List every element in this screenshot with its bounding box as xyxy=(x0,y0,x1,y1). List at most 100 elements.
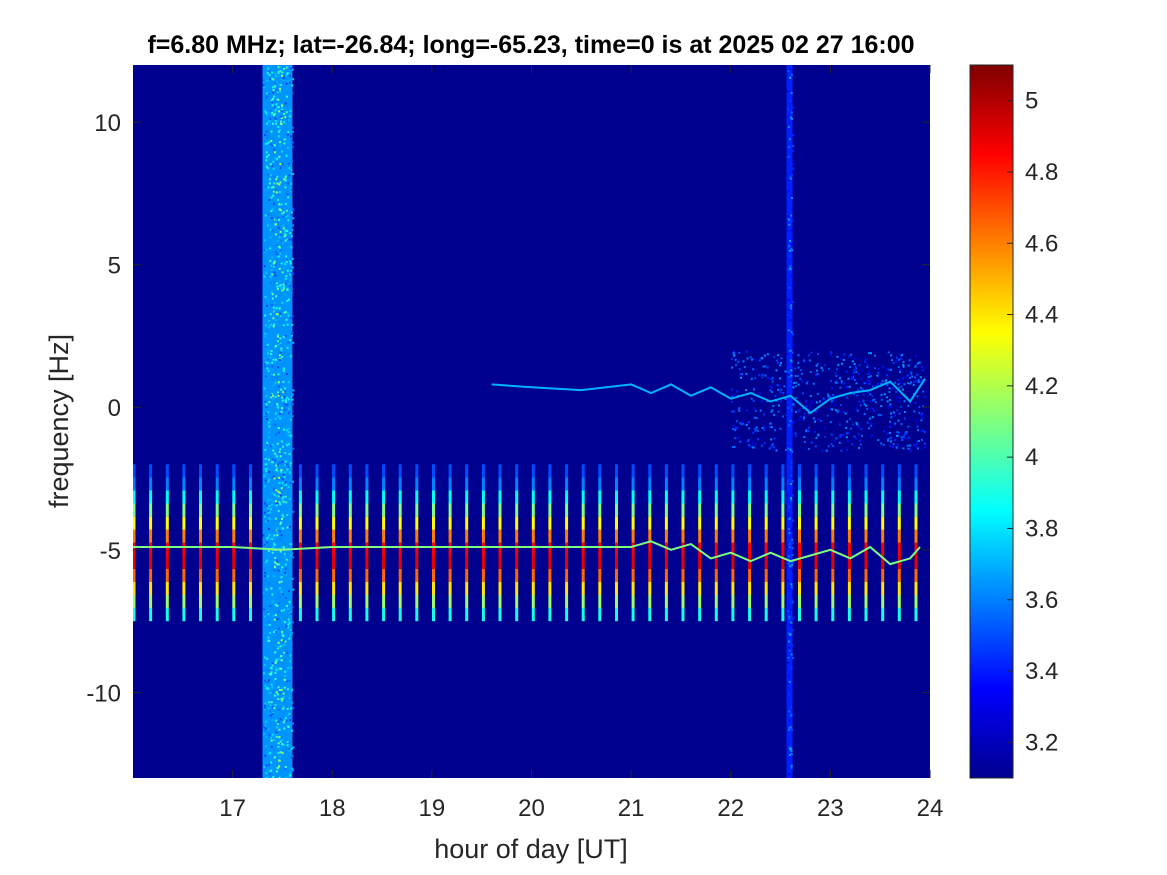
pulse-mark xyxy=(648,464,652,622)
diffuse-cell xyxy=(894,414,896,417)
diffuse-cell xyxy=(899,354,902,357)
diffuse-cell xyxy=(860,434,863,437)
diffuse-cell xyxy=(819,419,822,422)
colorbar-tick-label: 3.4 xyxy=(1025,658,1058,685)
diffuse-cell xyxy=(880,405,883,408)
diffuse-cell xyxy=(846,440,849,442)
diffuse-cell xyxy=(832,445,835,448)
diffuse-cell xyxy=(740,376,742,379)
diffuse-cell xyxy=(767,376,769,379)
diffuse-cell xyxy=(856,423,859,426)
pulse-mark xyxy=(781,464,785,622)
diffuse-cell xyxy=(823,399,826,402)
diffuse-cell xyxy=(832,398,835,401)
diffuse-cell xyxy=(750,397,753,400)
diffuse-cell xyxy=(858,446,861,449)
diffuse-cell xyxy=(868,380,871,383)
diffuse-cell xyxy=(737,360,740,363)
diffuse-cell xyxy=(797,354,800,357)
diffuse-cell xyxy=(794,385,797,387)
diffuse-cell xyxy=(734,427,737,430)
diffuse-cell xyxy=(915,446,918,449)
diffuse-cell xyxy=(880,398,883,401)
diffuse-cell xyxy=(812,417,815,420)
diffuse-cell xyxy=(908,436,910,439)
diffuse-cell xyxy=(770,438,773,441)
diffuse-cell xyxy=(866,366,869,369)
diffuse-cell xyxy=(887,351,890,354)
diffuse-cell xyxy=(761,427,764,429)
diffuse-cell xyxy=(894,422,897,425)
y-tick-label: -10 xyxy=(86,680,121,707)
diffuse-cell xyxy=(922,405,925,408)
diffuse-cell xyxy=(836,355,839,358)
diffuse-cell xyxy=(754,429,757,432)
diffuse-cell xyxy=(837,364,840,367)
diffuse-cell xyxy=(803,412,806,415)
diffuse-cell xyxy=(915,354,917,357)
diffuse-cell xyxy=(883,393,886,396)
y-tick-label: -5 xyxy=(100,538,121,565)
diffuse-cell xyxy=(739,440,742,443)
diffuse-cell xyxy=(758,392,761,395)
diffuse-cell xyxy=(760,400,763,403)
diffuse-cell xyxy=(801,372,804,375)
diffuse-cell xyxy=(815,373,818,376)
diffuse-cell xyxy=(751,358,753,361)
diffuse-cell xyxy=(777,388,780,391)
diffuse-cell xyxy=(740,373,743,376)
diffuse-cell xyxy=(882,366,885,369)
diffuse-cell xyxy=(853,393,856,396)
pulse-mark xyxy=(365,464,369,622)
diffuse-cell xyxy=(853,363,856,365)
diffuse-cell xyxy=(754,377,757,380)
diffuse-cell xyxy=(856,394,859,397)
diffuse-cell xyxy=(885,379,887,382)
diffuse-cell xyxy=(730,400,733,403)
diffuse-cell xyxy=(888,391,891,393)
diffuse-cell xyxy=(840,382,843,385)
diffuse-cell xyxy=(860,386,862,389)
diffuse-cell xyxy=(859,404,862,407)
diffuse-cell xyxy=(880,393,883,396)
colorbar-tick-label: 4.6 xyxy=(1025,230,1058,257)
diffuse-cell xyxy=(738,368,741,371)
diffuse-cell xyxy=(779,377,781,380)
diffuse-cell xyxy=(754,427,756,430)
pulse-mark xyxy=(881,464,885,622)
diffuse-cell xyxy=(866,421,869,424)
diffuse-cell xyxy=(918,440,920,442)
x-tick-label: 24 xyxy=(917,795,944,822)
diffuse-cell xyxy=(902,447,905,450)
diffuse-cell xyxy=(745,389,748,391)
diffuse-cell xyxy=(867,373,870,375)
diffuse-cell xyxy=(915,363,918,366)
diffuse-cell xyxy=(849,353,852,356)
diffuse-cell xyxy=(849,418,852,421)
diffuse-cell xyxy=(777,410,780,413)
diffuse-cell xyxy=(731,395,734,398)
diffuse-cell xyxy=(732,445,734,448)
diffuse-cell xyxy=(762,365,765,368)
diffuse-cell xyxy=(782,391,785,394)
diffuse-cell xyxy=(810,442,813,445)
diffuse-cell xyxy=(909,370,912,373)
diffuse-cell xyxy=(917,379,920,381)
diffuse-cell xyxy=(815,364,818,367)
colorbar-tick-label: 3.6 xyxy=(1025,587,1058,614)
pulse-mark xyxy=(315,464,319,622)
diffuse-cell xyxy=(846,386,849,389)
diffuse-cell xyxy=(775,449,778,452)
pulse-mark xyxy=(798,464,801,622)
diffuse-cell xyxy=(867,376,869,379)
diffuse-cell xyxy=(836,368,838,371)
pulse-mark xyxy=(714,464,718,622)
diffuse-cell xyxy=(914,365,917,368)
diffuse-cell xyxy=(828,367,830,370)
diffuse-cell xyxy=(880,414,882,416)
x-tick-label: 17 xyxy=(219,795,246,822)
diffuse-cell xyxy=(913,410,916,413)
colorbar-tick-label: 4.4 xyxy=(1025,302,1058,329)
diffuse-cell xyxy=(846,448,849,451)
pulse-mark xyxy=(764,464,768,622)
